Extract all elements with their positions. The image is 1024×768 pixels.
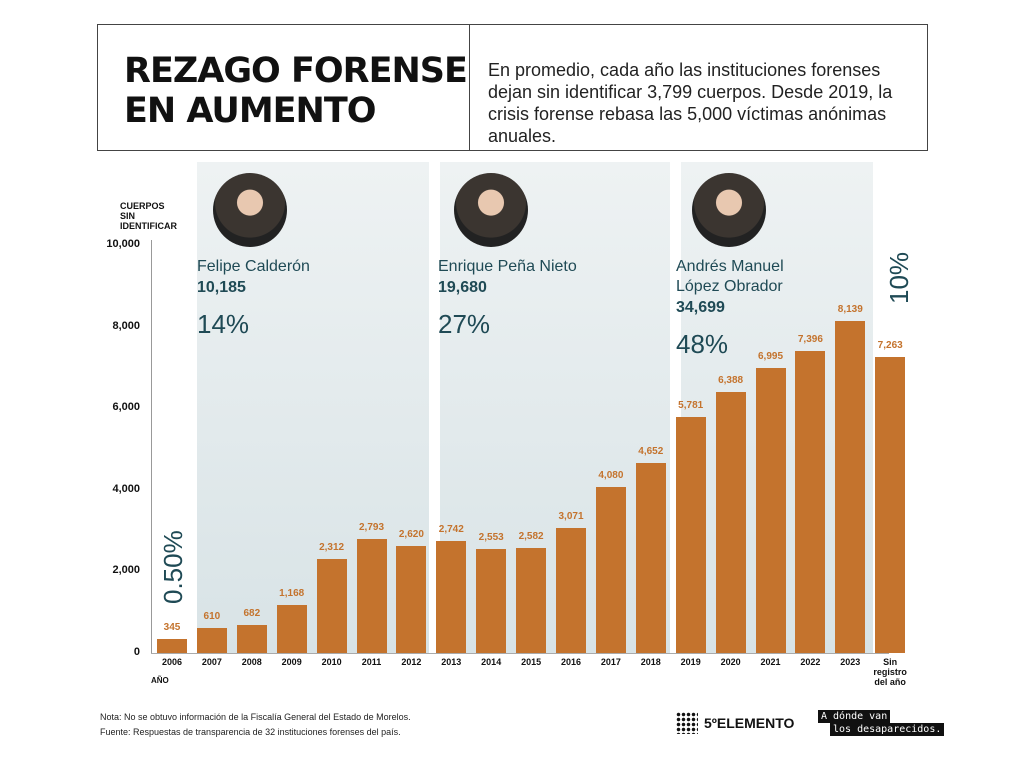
president-total: 34,699 (676, 299, 725, 316)
share-unregistered: 10% (884, 251, 914, 304)
data-label: 8,139 (837, 303, 863, 315)
x-tick-label: 2022 (800, 657, 821, 667)
x-tick-label: 2006 (161, 657, 183, 667)
quinto-elemento-logo: 5ºELEMENTO (676, 712, 794, 734)
bar-2013 (436, 541, 467, 653)
y-tick-label: 10,000 (106, 238, 140, 250)
bar-2011 (356, 539, 387, 653)
adonde-van-logo: A dónde van los desaparecidos. (818, 710, 945, 736)
y-axis-label: CUERPOS SIN IDENTIFICAR (120, 201, 177, 231)
avatar (692, 173, 766, 247)
bar-2006 (157, 638, 187, 653)
data-label: 682 (243, 608, 261, 620)
source-text: Fuente: Respuestas de transparencia de 3… (100, 727, 401, 737)
x-tick-label: 2010 (321, 657, 342, 667)
note-text: Nota: No se obtuvo información de la Fis… (100, 712, 411, 722)
x-tick-label: 2013 (441, 657, 462, 667)
president-pct: 27% (438, 309, 491, 339)
x-tick-label: 2020 (720, 657, 741, 667)
y-tick-label: 4,000 (112, 482, 140, 495)
y-tick-label: 2,000 (112, 564, 140, 577)
data-label: 2,793 (358, 522, 385, 534)
president-amlo: Andrés Manuel López Obrador 34,699 48% (676, 173, 784, 360)
bar-Sin registro del año (875, 356, 906, 653)
data-label: 3,071 (558, 510, 584, 522)
x-tick-label: 2019 (680, 657, 701, 667)
data-label: 7,263 (877, 339, 903, 351)
bar-2022 (795, 351, 826, 653)
president-calderon: Felipe Calderón 10,185 14% (197, 173, 310, 340)
x-tick-label: Sin registro del año (873, 657, 907, 687)
footnote: Nota: No se obtuvo información de la Fis… (100, 710, 411, 740)
logo-line2: los desaparecidos. (830, 723, 945, 736)
data-label: 5,781 (678, 400, 704, 412)
x-tick-label: 2023 (840, 657, 861, 667)
y-tick-label: 0 (133, 646, 140, 658)
bar-2012 (396, 546, 427, 653)
president-name: Felipe Calderón (197, 258, 310, 275)
data-label: 7,396 (797, 334, 823, 346)
data-label: 2,312 (319, 541, 345, 553)
x-tick-label: 2007 (201, 657, 222, 667)
x-tick-label: 2009 (281, 657, 302, 667)
x-tick-label: 2021 (760, 657, 781, 667)
president-total: 19,680 (438, 279, 487, 296)
data-label: 610 (203, 611, 221, 623)
president-total: 10,185 (197, 279, 246, 296)
bar-2009 (276, 605, 307, 653)
president-pct: 14% (197, 309, 250, 339)
x-tick-label: 2018 (640, 657, 661, 667)
data-label: 2,582 (518, 530, 544, 542)
header: REZAGO FORENSE EN AUMENTO En promedio, c… (97, 24, 928, 151)
bar-2015 (516, 547, 547, 653)
x-tick-label: 2008 (241, 657, 262, 667)
bar-2014 (476, 548, 507, 653)
president-pct: 48% (676, 329, 729, 359)
president-name: Enrique Peña Nieto (438, 258, 577, 275)
data-label: 345 (163, 621, 181, 633)
data-label: 6,388 (718, 375, 744, 387)
data-label: 2,620 (398, 529, 424, 541)
x-tick-label: 2017 (600, 657, 621, 667)
x-tick-label: 2016 (560, 657, 582, 667)
president-name: Andrés Manuel López Obrador (676, 258, 784, 295)
x-axis (151, 653, 889, 654)
bar-2018 (635, 463, 666, 653)
bar-2010 (316, 558, 347, 653)
bar-2020 (715, 392, 746, 653)
x-axis-label: AÑO (151, 676, 169, 685)
y-axis (151, 240, 152, 654)
bar-2008 (236, 625, 267, 653)
bar-2007 (196, 628, 227, 653)
share-2006: 0.50% (158, 530, 188, 604)
x-tick-label: 2012 (401, 657, 422, 667)
bar-2016 (556, 527, 586, 653)
bar-2021 (755, 367, 786, 653)
x-tick-label: 2015 (521, 657, 542, 667)
y-tick-label: 8,000 (112, 319, 140, 332)
avatar (454, 173, 528, 247)
bar-2017 (595, 486, 626, 653)
y-tick-label: 6,000 (112, 401, 140, 414)
bar-2023 (835, 320, 866, 653)
subtitle: En promedio, cada año las instituciones … (488, 60, 893, 146)
data-label: 4,080 (598, 469, 624, 481)
president-pena-nieto: Enrique Peña Nieto 19,680 27% (438, 173, 577, 340)
avatar (213, 173, 287, 247)
x-tick-label: 2011 (361, 657, 382, 667)
data-label: 4,652 (638, 446, 664, 458)
page-title: REZAGO FORENSE EN AUMENTO (98, 25, 470, 150)
data-label: 6,995 (757, 350, 784, 362)
data-label: 1,168 (279, 588, 305, 600)
dots-icon (676, 712, 698, 734)
data-label: 2,742 (438, 524, 464, 536)
data-label: 2,553 (478, 531, 504, 543)
logo-line1: A dónde van (818, 710, 891, 723)
bar-2019 (675, 417, 706, 653)
x-tick-label: 2014 (481, 657, 502, 667)
logo-text: 5ºELEMENTO (704, 715, 795, 731)
